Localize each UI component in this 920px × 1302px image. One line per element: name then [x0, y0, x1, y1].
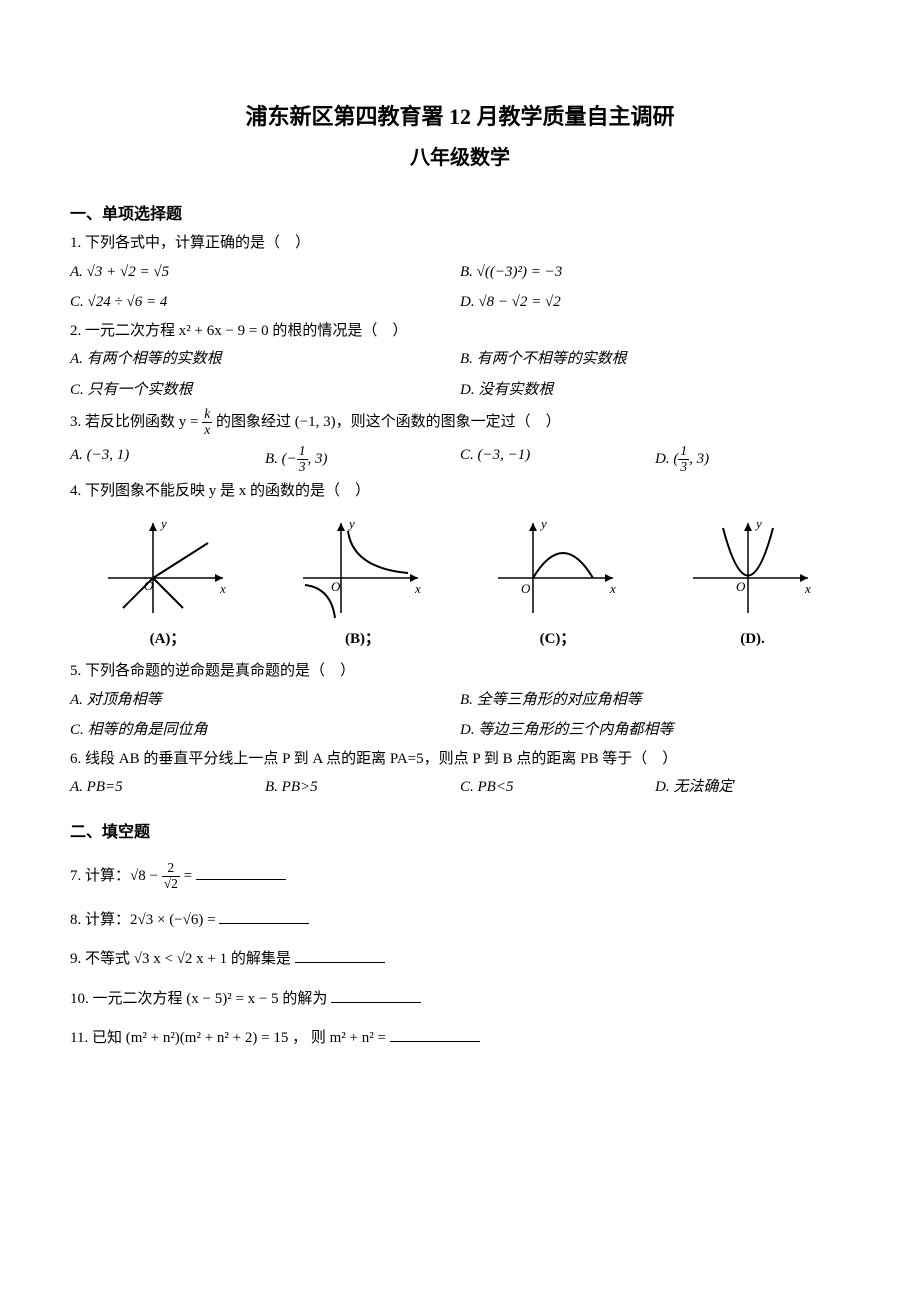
- q6-options: A. PB=5 B. PB>5 C. PB<5 D. 无法确定: [70, 774, 850, 801]
- q9-text: 9. 不等式 √3 x < √2 x + 1 的解集是: [70, 951, 295, 967]
- q3-option-d: D. (13, 3): [655, 442, 850, 477]
- q3-option-a: A. (−3, 1): [70, 442, 265, 477]
- q3-d-den: 3: [678, 460, 689, 475]
- q3-options: A. (−3, 1) B. (−13, 3) C. (−3, −1) D. (1…: [70, 442, 850, 477]
- q8: 8. 计算：2√3 × (−√6) =: [70, 908, 850, 932]
- q7-blank: [196, 864, 286, 880]
- q5-option-a: A. 对顶角相等: [70, 687, 460, 714]
- q9: 9. 不等式 √3 x < √2 x + 1 的解集是: [70, 947, 850, 971]
- q3-option-c: C. (−3, −1): [460, 442, 655, 477]
- q6-option-d: D. 无法确定: [655, 774, 850, 801]
- q3-stem: 3. 若反比例函数 y = k x 的图象经过 (−1, 3)，则这个函数的图象…: [70, 407, 850, 438]
- q10-blank: [331, 987, 421, 1003]
- q10-text: 10. 一元二次方程 (x − 5)² = x − 5 的解为: [70, 991, 331, 1007]
- q2-option-c: C. 只有一个实数根: [70, 377, 460, 404]
- q11-blank: [390, 1026, 480, 1042]
- q7-suffix: =: [184, 868, 196, 884]
- q9-blank: [295, 947, 385, 963]
- q5-options-row2: C. 相等的角是同位角 D. 等边三角形的三个内角都相等: [70, 717, 850, 744]
- svg-text:y: y: [539, 516, 547, 531]
- q1-options-row1: A. √3 + √2 = √5 B. √((−3)²) = −3: [70, 259, 850, 286]
- q3-b-suffix: , 3): [308, 450, 328, 466]
- q1-option-d: D. √8 − √2 = √2: [460, 289, 850, 316]
- svg-text:x: x: [414, 581, 421, 596]
- q10: 10. 一元二次方程 (x − 5)² = x − 5 的解为: [70, 987, 850, 1011]
- q4-diagram-b: O x y (B)；: [265, 513, 460, 651]
- q7-den: √2: [162, 877, 180, 892]
- q7: 7. 计算：√8 − 2 √2 =: [70, 861, 850, 892]
- q5-option-c: C. 相等的角是同位角: [70, 717, 460, 744]
- q7-frac: 2 √2: [162, 861, 180, 892]
- q8-blank: [219, 908, 309, 924]
- q4-diagram-d: O x y (D).: [655, 513, 850, 651]
- q5-options-row1: A. 对顶角相等 B. 全等三角形的对应角相等: [70, 687, 850, 714]
- q2-option-a: A. 有两个相等的实数根: [70, 346, 460, 373]
- q5-option-b: B. 全等三角形的对应角相等: [460, 687, 850, 714]
- svg-text:y: y: [159, 516, 167, 531]
- q3-stem-suffix: 的图象经过 (−1, 3)，则这个函数的图象一定过（ ）: [216, 414, 561, 430]
- q8-text: 8. 计算：2√3 × (−√6) =: [70, 912, 219, 928]
- q11-text: 11. 已知 (m² + n²)(m² + n² + 2) = 15 ， 则 m…: [70, 1030, 390, 1046]
- q1-option-b: B. √((−3)²) = −3: [460, 259, 850, 286]
- q3-frac-den: x: [202, 423, 212, 438]
- svg-text:y: y: [347, 516, 355, 531]
- q1-option-a: A. √3 + √2 = √5: [70, 259, 460, 286]
- q3-d-num: 1: [678, 444, 689, 460]
- q3-b-den: 3: [297, 460, 308, 475]
- svg-text:x: x: [609, 581, 616, 596]
- svg-text:O: O: [736, 579, 746, 594]
- q4-label-b: (B)；: [265, 628, 460, 651]
- page-subtitle: 八年级数学: [70, 143, 850, 173]
- q2-options-row1: A. 有两个相等的实数根 B. 有两个不相等的实数根: [70, 346, 850, 373]
- svg-text:y: y: [754, 516, 762, 531]
- q7-num: 2: [162, 861, 180, 877]
- q6-option-a: A. PB=5: [70, 774, 265, 801]
- q3-fraction: k x: [202, 407, 212, 438]
- q4-diagram-a: O x y (A)；: [70, 513, 265, 651]
- q4-graph-a: O x y: [98, 513, 238, 623]
- q3-b-prefix: B. (−: [265, 450, 297, 466]
- q2-stem: 2. 一元二次方程 x² + 6x − 9 = 0 的根的情况是（ ）: [70, 320, 850, 343]
- q3-b-num: 1: [297, 444, 308, 460]
- q3-d-prefix: D. (: [655, 450, 678, 466]
- q4-graph-b: O x y: [293, 513, 433, 623]
- q4-stem: 4. 下列图象不能反映 y 是 x 的函数的是（ ）: [70, 480, 850, 503]
- q1-options-row2: C. √24 ÷ √6 = 4 D. √8 − √2 = √2: [70, 289, 850, 316]
- q1-stem: 1. 下列各式中，计算正确的是（ ）: [70, 232, 850, 255]
- q3-b-frac: 13: [297, 444, 308, 475]
- q7-prefix: 7. 计算：√8 −: [70, 868, 162, 884]
- svg-text:O: O: [521, 581, 531, 596]
- q5-stem: 5. 下列各命题的逆命题是真命题的是（ ）: [70, 660, 850, 683]
- q3-frac-num: k: [202, 407, 212, 423]
- q3-option-b: B. (−13, 3): [265, 442, 460, 477]
- q4-graph-c: O x y: [488, 513, 628, 623]
- q2-option-b: B. 有两个不相等的实数根: [460, 346, 850, 373]
- q4-label-d: (D).: [655, 628, 850, 651]
- q3-stem-prefix: 3. 若反比例函数 y =: [70, 414, 202, 430]
- svg-text:x: x: [219, 581, 226, 596]
- q4-diagram-c: O x y (C)；: [460, 513, 655, 651]
- q2-option-d: D. 没有实数根: [460, 377, 850, 404]
- q6-stem: 6. 线段 AB 的垂直平分线上一点 P 到 A 点的距离 PA=5，则点 P …: [70, 748, 850, 771]
- q4-graph-d: O x y: [683, 513, 823, 623]
- q11: 11. 已知 (m² + n²)(m² + n² + 2) = 15 ， 则 m…: [70, 1026, 850, 1050]
- svg-text:O: O: [331, 579, 341, 594]
- section1-header: 一、单项选择题: [70, 203, 850, 227]
- q4-diagrams: O x y (A)； O x y (B)； O x: [70, 513, 850, 651]
- q4-label-c: (C)；: [460, 628, 655, 651]
- q5-option-d: D. 等边三角形的三个内角都相等: [460, 717, 850, 744]
- q6-option-c: C. PB<5: [460, 774, 655, 801]
- q6-option-b: B. PB>5: [265, 774, 460, 801]
- q3-d-frac: 13: [678, 444, 689, 475]
- q1-option-c: C. √24 ÷ √6 = 4: [70, 289, 460, 316]
- svg-text:x: x: [804, 581, 811, 596]
- q3-d-suffix: , 3): [689, 450, 709, 466]
- q4-label-a: (A)；: [70, 628, 265, 651]
- page-title: 浦东新区第四教育署 12 月教学质量自主调研: [70, 100, 850, 133]
- q2-options-row2: C. 只有一个实数根 D. 没有实数根: [70, 377, 850, 404]
- section2-header: 二、填空题: [70, 821, 850, 845]
